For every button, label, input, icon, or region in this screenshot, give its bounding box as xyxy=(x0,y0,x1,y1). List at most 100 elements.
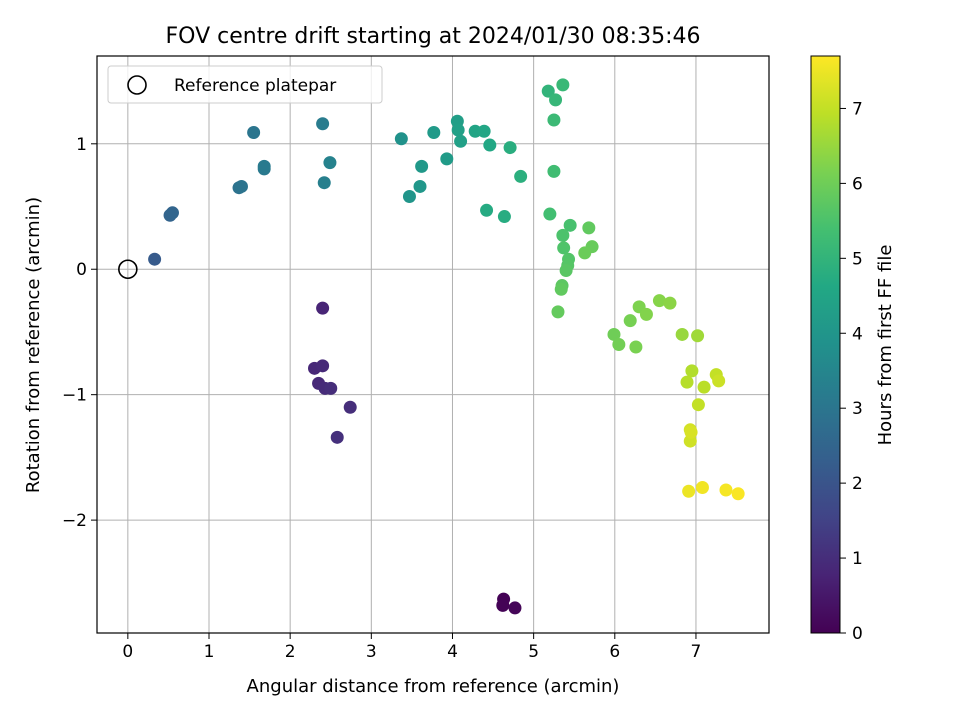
data-point xyxy=(563,218,577,232)
x-tick-label: 3 xyxy=(366,642,377,662)
data-point xyxy=(697,380,711,394)
data-point xyxy=(165,206,179,220)
plot-frame xyxy=(96,55,770,634)
x-tick-label: 6 xyxy=(609,642,620,662)
data-point xyxy=(639,307,653,321)
data-point xyxy=(514,169,528,183)
data-point xyxy=(680,375,694,389)
data-point xyxy=(559,263,573,277)
colorbar-ticks: 0 1 2 3 4 5 6 7 xyxy=(840,99,863,644)
y-axis-ticks: −2 −1 0 1 xyxy=(62,135,97,531)
data-point xyxy=(629,340,643,354)
data-point xyxy=(440,152,454,166)
data-point xyxy=(556,228,570,242)
data-point xyxy=(483,138,497,152)
data-point xyxy=(316,359,330,373)
x-axis-label: Angular distance from reference (arcmin) xyxy=(247,676,620,697)
data-point xyxy=(454,134,468,148)
data-point xyxy=(394,132,408,146)
x-tick-label: 4 xyxy=(447,642,458,662)
data-point xyxy=(623,314,637,328)
y-tick-label: 0 xyxy=(76,260,87,280)
data-point xyxy=(468,124,482,138)
colorbar-tick-label: 0 xyxy=(852,624,863,644)
x-tick-label: 5 xyxy=(528,642,539,662)
data-point xyxy=(712,374,726,388)
data-points xyxy=(148,78,745,615)
colorbar-tick-label: 3 xyxy=(852,399,863,419)
x-tick-label: 7 xyxy=(691,642,702,662)
data-point xyxy=(684,425,698,439)
data-point xyxy=(556,78,570,92)
data-point xyxy=(547,164,561,178)
data-point xyxy=(557,241,571,255)
colorbar-tick-label: 7 xyxy=(852,99,863,119)
y-tick-label: 1 xyxy=(76,135,87,155)
legend: Reference platepar xyxy=(107,65,383,104)
colorbar-label: Hours from first FF file xyxy=(875,245,896,446)
data-point xyxy=(343,400,357,414)
data-point xyxy=(257,159,271,173)
data-point xyxy=(148,252,162,266)
data-point xyxy=(402,189,416,203)
data-point xyxy=(731,487,745,501)
colorbar-tick-label: 5 xyxy=(852,249,863,269)
reference-platepar-marker xyxy=(118,259,138,280)
data-point xyxy=(451,123,465,137)
data-point xyxy=(415,159,429,173)
colorbar-gradient xyxy=(810,55,841,634)
colorbar-tick-label: 6 xyxy=(852,174,863,194)
data-point xyxy=(477,124,491,138)
x-tick-label: 1 xyxy=(204,642,215,662)
data-point xyxy=(497,210,511,224)
colorbar: 0 1 2 3 4 5 6 7 Hours from first FF file xyxy=(810,55,896,644)
colorbar-tick-label: 4 xyxy=(852,324,863,344)
data-point xyxy=(675,327,689,341)
data-point xyxy=(496,598,510,612)
data-point xyxy=(691,398,705,412)
x-tick-label: 2 xyxy=(285,642,296,662)
data-point xyxy=(612,338,626,351)
data-point xyxy=(323,156,337,170)
data-point xyxy=(508,601,522,615)
data-point xyxy=(695,480,709,494)
data-point xyxy=(607,327,621,341)
data-point xyxy=(549,93,563,107)
chart-title: FOV centre drift starting at 2024/01/30 … xyxy=(166,24,701,49)
legend-box xyxy=(107,65,383,104)
data-point xyxy=(682,484,696,498)
data-point xyxy=(413,179,427,193)
colorbar-tick-label: 2 xyxy=(852,474,863,494)
data-point xyxy=(247,126,261,140)
data-point xyxy=(663,296,677,310)
data-point xyxy=(316,301,330,315)
legend-marker xyxy=(127,75,147,95)
data-point xyxy=(547,113,561,127)
data-point xyxy=(427,126,441,140)
y-tick-label: −2 xyxy=(62,511,87,531)
x-axis-ticks: 0 1 2 3 4 5 6 7 xyxy=(122,633,701,662)
legend-label: Reference platepar xyxy=(174,76,336,96)
data-point xyxy=(324,381,338,395)
data-point xyxy=(685,364,699,378)
grid xyxy=(97,56,769,633)
x-tick-label: 0 xyxy=(122,642,133,662)
data-point xyxy=(541,84,555,98)
data-point xyxy=(582,221,596,235)
data-point xyxy=(719,483,733,497)
data-point xyxy=(330,430,344,444)
data-point xyxy=(551,305,565,319)
data-point xyxy=(480,203,494,217)
data-point xyxy=(503,141,517,155)
y-axis-label: Rotation from reference (arcmin) xyxy=(23,197,44,493)
data-point xyxy=(543,207,557,221)
data-point xyxy=(234,179,248,193)
y-tick-label: −1 xyxy=(62,386,87,406)
data-point xyxy=(652,294,666,308)
colorbar-tick-label: 1 xyxy=(852,549,863,569)
data-point xyxy=(578,246,592,260)
data-point xyxy=(317,176,331,190)
data-point xyxy=(316,117,330,131)
data-point xyxy=(691,329,705,343)
